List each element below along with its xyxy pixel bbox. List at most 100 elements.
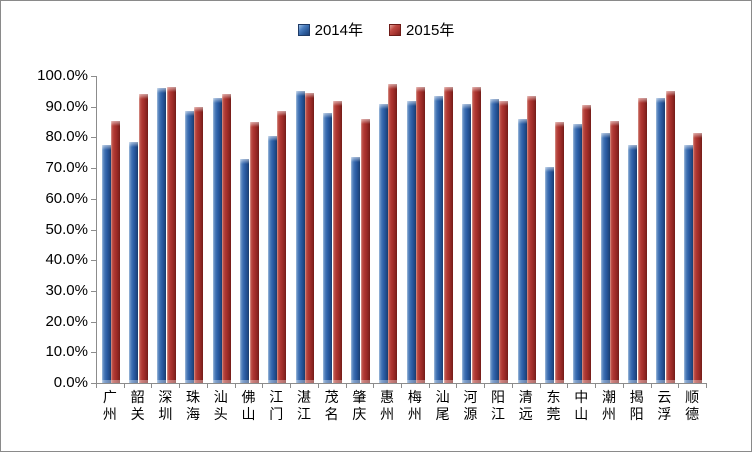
bar-2015年-珠海 bbox=[194, 106, 204, 384]
legend-label-2015: 2015年 bbox=[406, 22, 455, 39]
bar-2014年-阳江 bbox=[489, 99, 499, 383]
y-tick-label: 60.0% bbox=[45, 189, 88, 207]
bar-2015年-阳江 bbox=[499, 100, 509, 384]
y-tick-mark bbox=[91, 321, 96, 323]
x-category-label: 深 圳 bbox=[158, 389, 173, 422]
x-category-label: 中 山 bbox=[574, 389, 589, 422]
y-tick-label: 40.0% bbox=[45, 251, 88, 269]
y-tick-label: 0.0% bbox=[53, 374, 88, 391]
x-category-label: 韶 关 bbox=[130, 389, 145, 422]
bar-2014年-潮州 bbox=[600, 132, 610, 384]
bar-2015年-广州 bbox=[111, 120, 121, 384]
bar-2015年-惠州 bbox=[388, 83, 398, 384]
x-axis-labels: 广 州韶 关深 圳珠 海汕 头佛 山江 门湛 江茂 名肇 庆惠 州梅 州汕 尾河… bbox=[96, 389, 706, 435]
bar-2015年-云浮 bbox=[665, 91, 675, 383]
plot-area bbox=[96, 76, 707, 384]
bar-2015年-顺德 bbox=[693, 132, 703, 384]
x-tick-mark bbox=[179, 383, 181, 388]
bar-2014年-珠海 bbox=[184, 111, 194, 383]
x-tick-mark bbox=[96, 383, 97, 388]
y-tick-mark bbox=[91, 76, 96, 77]
bar-2014年-河源 bbox=[462, 103, 472, 384]
y-tick-mark bbox=[91, 290, 96, 292]
y-tick-mark bbox=[91, 137, 96, 139]
y-tick-label: 50.0% bbox=[45, 220, 88, 238]
bar-2014年-汕尾 bbox=[434, 95, 444, 384]
y-tick-mark bbox=[91, 106, 96, 108]
x-tick-mark bbox=[206, 383, 208, 388]
bar-2014年-梅州 bbox=[406, 100, 416, 384]
x-tick-mark bbox=[317, 383, 319, 388]
bar-2015年-汕头 bbox=[222, 94, 232, 383]
x-tick-mark bbox=[456, 383, 458, 388]
x-tick-mark bbox=[484, 383, 486, 388]
bar-2015年-东莞 bbox=[554, 122, 564, 383]
legend-item-2014: 2014年 bbox=[297, 19, 363, 40]
bar-2014年-韶关 bbox=[129, 142, 139, 383]
bar-2015年-汕尾 bbox=[443, 86, 453, 384]
bar-2015年-茂名 bbox=[332, 100, 342, 384]
legend-swatch-2015-icon bbox=[389, 23, 401, 36]
x-tick-mark bbox=[345, 383, 347, 388]
y-tick-mark bbox=[91, 198, 96, 200]
bar-2015年-河源 bbox=[471, 86, 481, 384]
bar-2014年-江门 bbox=[267, 135, 277, 384]
x-tick-mark bbox=[650, 383, 652, 388]
y-tick-label: 30.0% bbox=[45, 281, 88, 299]
x-category-label: 清 远 bbox=[518, 389, 533, 422]
bar-2014年-佛山 bbox=[240, 158, 250, 384]
y-tick-label: 90.0% bbox=[45, 97, 88, 115]
x-category-label: 阳 江 bbox=[491, 389, 506, 422]
bar-2014年-顺德 bbox=[683, 145, 693, 383]
bar-2015年-佛山 bbox=[249, 122, 259, 383]
bar-2014年-云浮 bbox=[656, 97, 666, 383]
bar-2015年-韶关 bbox=[138, 94, 148, 383]
x-category-label: 河 源 bbox=[463, 389, 478, 422]
bar-2014年-肇庆 bbox=[351, 157, 361, 383]
bar-2014年-中山 bbox=[572, 123, 582, 384]
y-tick-label: 80.0% bbox=[45, 128, 88, 146]
x-category-label: 揭 阳 bbox=[629, 389, 644, 422]
y-tick-mark bbox=[91, 352, 96, 354]
y-tick-label: 100.0% bbox=[37, 67, 88, 84]
x-category-label: 茂 名 bbox=[324, 389, 339, 422]
legend-item-2015: 2015年 bbox=[389, 19, 454, 40]
x-category-label: 珠 海 bbox=[186, 389, 201, 422]
x-tick-mark bbox=[622, 383, 624, 388]
bar-2015年-潮州 bbox=[610, 120, 620, 384]
bar-2015年-湛江 bbox=[305, 92, 315, 384]
x-tick-mark bbox=[290, 383, 292, 388]
y-tick-mark bbox=[91, 229, 96, 231]
bar-2014年-惠州 bbox=[378, 103, 388, 384]
chart-legend: 2014年 2015年 bbox=[1, 19, 751, 40]
x-category-label: 汕 头 bbox=[213, 389, 228, 422]
x-category-label: 东 莞 bbox=[546, 389, 561, 422]
x-category-label: 云 浮 bbox=[657, 389, 672, 422]
bar-2014年-东莞 bbox=[545, 166, 555, 384]
bar-2014年-清远 bbox=[517, 118, 527, 384]
x-tick-mark bbox=[234, 383, 236, 388]
x-category-label: 惠 州 bbox=[380, 389, 395, 422]
x-category-label: 肇 庆 bbox=[352, 389, 367, 422]
bar-2015年-梅州 bbox=[416, 86, 426, 384]
bar-2014年-广州 bbox=[101, 145, 111, 383]
bar-2014年-揭阳 bbox=[628, 145, 638, 383]
x-tick-mark bbox=[567, 383, 569, 388]
legend-label-2014: 2014年 bbox=[314, 22, 363, 39]
y-tick-mark bbox=[91, 383, 96, 384]
x-tick-mark bbox=[706, 383, 707, 388]
bar-2015年-肇庆 bbox=[360, 118, 370, 384]
y-tick-label: 70.0% bbox=[45, 159, 88, 177]
bar-2015年-江门 bbox=[277, 111, 287, 383]
x-tick-mark bbox=[401, 383, 402, 388]
y-tick-mark bbox=[91, 168, 96, 170]
bar-2014年-茂名 bbox=[323, 112, 333, 384]
x-tick-mark bbox=[511, 383, 513, 388]
x-tick-mark bbox=[262, 383, 264, 388]
bar-2014年-汕头 bbox=[212, 97, 222, 383]
bar-2015年-中山 bbox=[582, 105, 592, 383]
x-category-label: 江 门 bbox=[269, 389, 284, 422]
x-tick-mark bbox=[373, 383, 375, 388]
x-tick-mark bbox=[151, 383, 153, 388]
